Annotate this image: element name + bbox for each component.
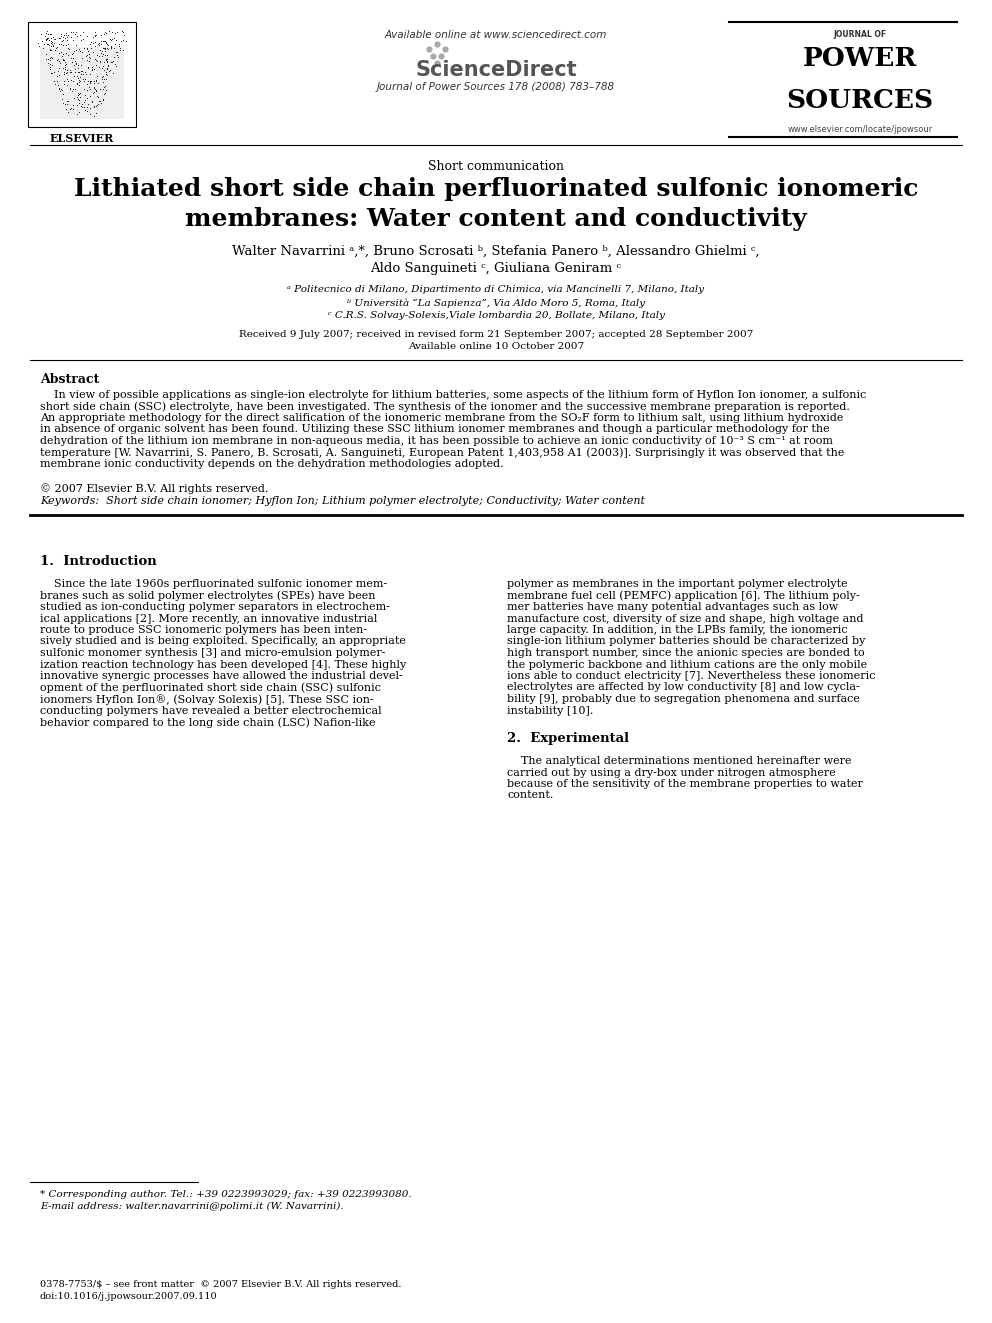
Text: Available online 10 October 2007: Available online 10 October 2007 bbox=[408, 343, 584, 351]
Text: Aldo Sanguineti ᶜ, Giuliana Geniram ᶜ: Aldo Sanguineti ᶜ, Giuliana Geniram ᶜ bbox=[370, 262, 622, 275]
Text: ELSEVIER: ELSEVIER bbox=[50, 134, 114, 144]
Text: dehydration of the lithium ion membrane in non-aqueous media, it has been possib: dehydration of the lithium ion membrane … bbox=[40, 437, 833, 446]
Bar bbox=[40, 48, 124, 119]
Text: Walter Navarrini ᵃ,*, Bruno Scrosati ᵇ, Stefania Panero ᵇ, Alessandro Ghielmi ᶜ,: Walter Navarrini ᵃ,*, Bruno Scrosati ᵇ, … bbox=[232, 245, 760, 258]
Text: membranes: Water content and conductivity: membranes: Water content and conductivit… bbox=[186, 206, 806, 232]
Text: 0378-7753/$ – see front matter  © 2007 Elsevier B.V. All rights reserved.: 0378-7753/$ – see front matter © 2007 El… bbox=[40, 1279, 402, 1289]
Text: sively studied and is being exploited. Specifically, an appropriate: sively studied and is being exploited. S… bbox=[40, 636, 406, 647]
Text: Abstract: Abstract bbox=[40, 373, 99, 386]
Text: innovative synergic processes have allowed the industrial devel-: innovative synergic processes have allow… bbox=[40, 671, 403, 681]
Text: branes such as solid polymer electrolytes (SPEs) have been: branes such as solid polymer electrolyte… bbox=[40, 590, 376, 601]
Text: E-mail address: walter.navarrini@polimi.it (W. Navarrini).: E-mail address: walter.navarrini@polimi.… bbox=[40, 1203, 343, 1211]
Text: electrolytes are affected by low conductivity [8] and low cycla-: electrolytes are affected by low conduct… bbox=[507, 683, 860, 692]
Text: An appropriate methodology for the direct salification of the ionomeric membrane: An appropriate methodology for the direc… bbox=[40, 413, 843, 423]
Text: doi:10.1016/j.jpowsour.2007.09.110: doi:10.1016/j.jpowsour.2007.09.110 bbox=[40, 1293, 217, 1301]
Text: membrane fuel cell (PEMFC) application [6]. The lithium poly-: membrane fuel cell (PEMFC) application [… bbox=[507, 590, 860, 601]
Text: SOURCES: SOURCES bbox=[787, 89, 933, 112]
Text: content.: content. bbox=[507, 791, 554, 800]
Text: ionomers Hyflon Ion®, (Solvay Solexis) [5]. These SSC ion-: ionomers Hyflon Ion®, (Solvay Solexis) [… bbox=[40, 695, 374, 705]
Text: polymer as membranes in the important polymer electrolyte: polymer as membranes in the important po… bbox=[507, 579, 847, 589]
Text: © 2007 Elsevier B.V. All rights reserved.: © 2007 Elsevier B.V. All rights reserved… bbox=[40, 483, 269, 493]
Text: studied as ion-conducting polymer separators in electrochem-: studied as ion-conducting polymer separa… bbox=[40, 602, 390, 613]
Text: ization reaction technology has been developed [4]. These highly: ization reaction technology has been dev… bbox=[40, 659, 407, 669]
Text: temperature [W. Navarrini, S. Panero, B. Scrosati, A. Sanguineti, European Paten: temperature [W. Navarrini, S. Panero, B.… bbox=[40, 447, 844, 458]
Text: Short communication: Short communication bbox=[428, 160, 564, 173]
Text: behavior compared to the long side chain (LSC) Nafion-like: behavior compared to the long side chain… bbox=[40, 717, 376, 728]
Text: single-ion lithium polymer batteries should be characterized by: single-ion lithium polymer batteries sho… bbox=[507, 636, 865, 647]
Text: Since the late 1960s perfluorinated sulfonic ionomer mem-: Since the late 1960s perfluorinated sulf… bbox=[40, 579, 387, 589]
Text: conducting polymers have revealed a better electrochemical: conducting polymers have revealed a bett… bbox=[40, 705, 382, 716]
Text: Journal of Power Sources 178 (2008) 783–788: Journal of Power Sources 178 (2008) 783–… bbox=[377, 82, 615, 93]
Text: the polymeric backbone and lithium cations are the only mobile: the polymeric backbone and lithium catio… bbox=[507, 659, 867, 669]
Text: In view of possible applications as single-ion electrolyte for lithium batteries: In view of possible applications as sing… bbox=[40, 390, 866, 400]
Text: route to produce SSC ionomeric polymers has been inten-: route to produce SSC ionomeric polymers … bbox=[40, 624, 367, 635]
Text: ScienceDirect: ScienceDirect bbox=[416, 60, 576, 79]
Text: ical applications [2]. More recently, an innovative industrial: ical applications [2]. More recently, an… bbox=[40, 614, 377, 623]
Text: 2.  Experimental: 2. Experimental bbox=[507, 732, 629, 745]
Text: high transport number, since the anionic species are bonded to: high transport number, since the anionic… bbox=[507, 648, 865, 658]
Text: Lithiated short side chain perfluorinated sulfonic ionomeric: Lithiated short side chain perfluorinate… bbox=[73, 177, 919, 201]
Text: JOURNAL OF: JOURNAL OF bbox=[833, 30, 887, 38]
Text: carried out by using a dry-box under nitrogen atmosphere: carried out by using a dry-box under nit… bbox=[507, 767, 835, 778]
Bar bbox=[28, 22, 136, 127]
Text: Available online at www.sciencedirect.com: Available online at www.sciencedirect.co… bbox=[385, 30, 607, 40]
Text: www.elsevier.com/locate/jpowsour: www.elsevier.com/locate/jpowsour bbox=[788, 124, 932, 134]
Text: manufacture cost, diversity of size and shape, high voltage and: manufacture cost, diversity of size and … bbox=[507, 614, 863, 623]
Text: The analytical determinations mentioned hereinafter were: The analytical determinations mentioned … bbox=[507, 755, 851, 766]
Text: ᶜ C.R.S. Solvay-Solexis,Viale lombardia 20, Bollate, Milano, Italy: ᶜ C.R.S. Solvay-Solexis,Viale lombardia … bbox=[327, 311, 665, 320]
Text: instability [10].: instability [10]. bbox=[507, 705, 593, 716]
Text: ᵃ Politecnico di Milano, Dipartimento di Chimica, via Mancinelli 7, Milano, Ital: ᵃ Politecnico di Milano, Dipartimento di… bbox=[288, 284, 704, 294]
Text: short side chain (SSC) electrolyte, have been investigated. The synthesis of the: short side chain (SSC) electrolyte, have… bbox=[40, 401, 850, 411]
Text: POWER: POWER bbox=[803, 46, 918, 71]
Text: because of the sensitivity of the membrane properties to water: because of the sensitivity of the membra… bbox=[507, 779, 863, 789]
Text: mer batteries have many potential advantages such as low: mer batteries have many potential advant… bbox=[507, 602, 838, 613]
Text: sulfonic monomer synthesis [3] and micro-emulsion polymer-: sulfonic monomer synthesis [3] and micro… bbox=[40, 648, 386, 658]
Text: * Corresponding author. Tel.: +39 0223993029; fax: +39 0223993080.: * Corresponding author. Tel.: +39 022399… bbox=[40, 1189, 412, 1199]
Text: in absence of organic solvent has been found. Utilizing these SSC lithium ionome: in absence of organic solvent has been f… bbox=[40, 425, 829, 434]
Text: bility [9], probably due to segregation phenomena and surface: bility [9], probably due to segregation … bbox=[507, 695, 860, 704]
Text: Received 9 July 2007; received in revised form 21 September 2007; accepted 28 Se: Received 9 July 2007; received in revise… bbox=[239, 329, 753, 339]
Text: ᵇ Università “La Sapienza”, Via Aldo Moro 5, Roma, Italy: ᵇ Università “La Sapienza”, Via Aldo Mor… bbox=[347, 298, 645, 307]
Text: large capacity. In addition, in the LPBs family, the ionomeric: large capacity. In addition, in the LPBs… bbox=[507, 624, 847, 635]
Text: membrane ionic conductivity depends on the dehydration methodologies adopted.: membrane ionic conductivity depends on t… bbox=[40, 459, 504, 468]
Text: ions able to conduct electricity [7]. Nevertheless these ionomeric: ions able to conduct electricity [7]. Ne… bbox=[507, 671, 876, 681]
Text: opment of the perfluorinated short side chain (SSC) sulfonic: opment of the perfluorinated short side … bbox=[40, 683, 381, 693]
Text: Keywords:  Short side chain ionomer; Hyflon Ion; Lithium polymer electrolyte; Co: Keywords: Short side chain ionomer; Hyfl… bbox=[40, 496, 645, 505]
Text: 1.  Introduction: 1. Introduction bbox=[40, 556, 157, 568]
